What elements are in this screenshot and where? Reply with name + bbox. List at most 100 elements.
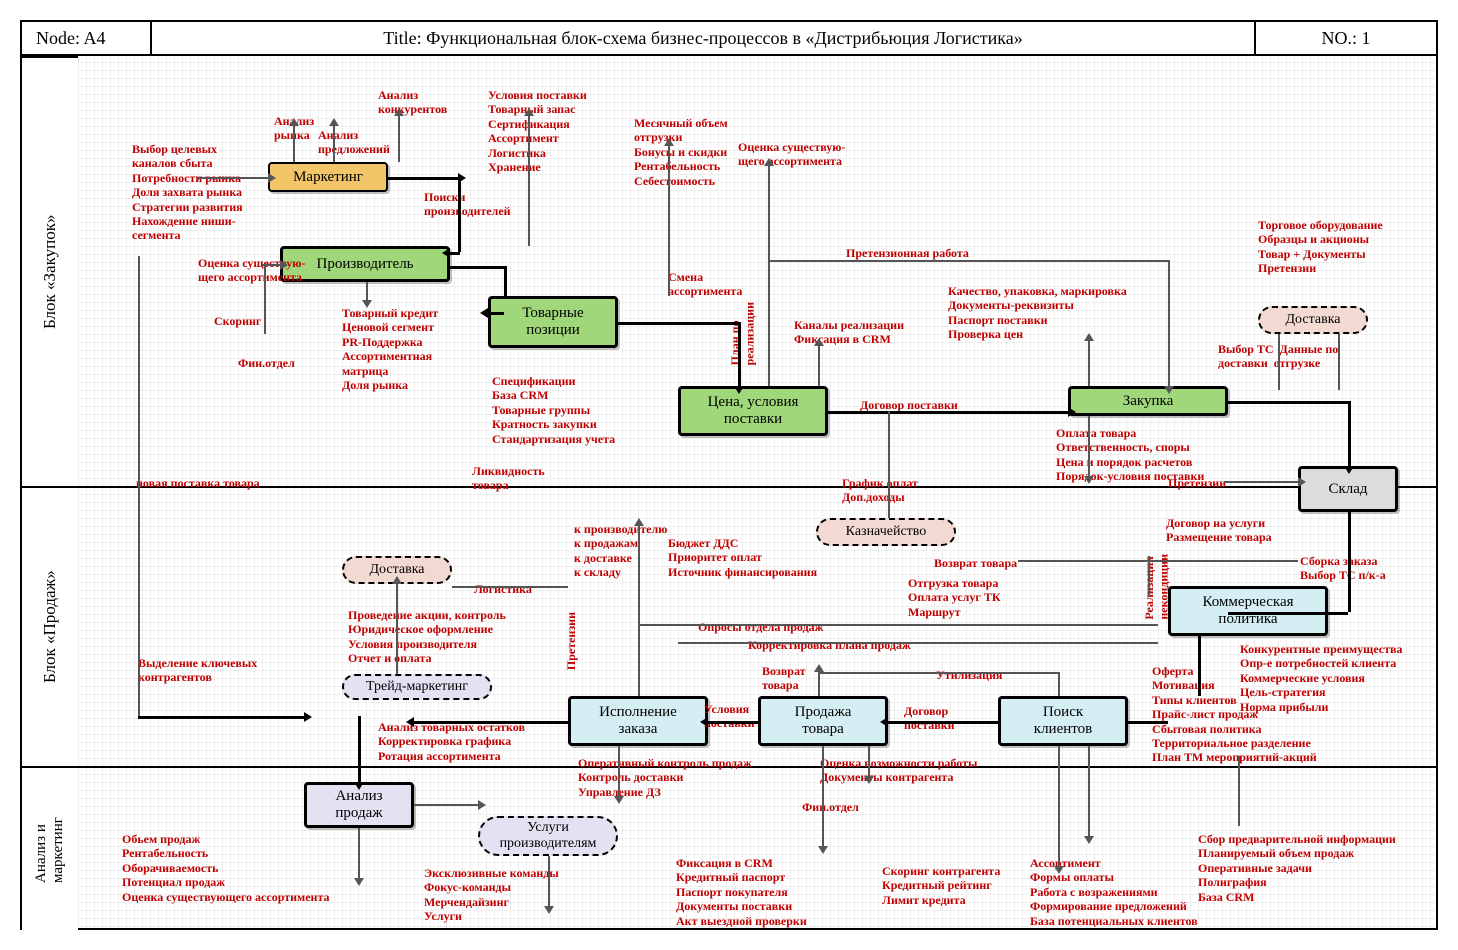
edge [1228,612,1348,615]
arrowhead [700,717,708,727]
edge [264,264,266,334]
node-search: Поиск клиентов [998,696,1128,746]
edge [452,586,568,588]
node-producer: Производитель [280,246,450,282]
label-l_rot: Анализ товарных остатков Корректировка г… [378,720,525,763]
arrowhead [634,518,644,526]
label-l_prod_cond: Условия поставки Товарный запас Сертифик… [488,88,587,174]
edge [768,260,1168,262]
edge [822,746,824,846]
label-l_key_contr: Выделение ключевых контрагентов [138,656,257,685]
label-l_teams: Эксклюзивные команды Фокус-команды Мерче… [424,866,559,924]
header-title: Title: Функциональная блок-схема бизнес-… [152,22,1256,54]
label-l_pay: Оплата товара Ответственность, споры Цен… [1056,426,1204,484]
label-l_actions: Проведение акции, контроль Юридическое о… [348,608,506,666]
edge [388,177,458,180]
label-l_liquid: Ликвидность товара [472,464,545,493]
label-l_plan_corr: Корректировка плана продаж [748,638,911,652]
edge [414,721,568,724]
label-l_new_supply: новая поставка товара [136,476,260,490]
edge [818,346,820,386]
node-sale: Продажа товара [758,696,888,746]
edge [504,266,507,296]
row-labels: Блок «Закупок» Блок «Продаж» Анализ и ма… [22,56,78,928]
edge [1168,260,1170,386]
edge [638,624,1158,626]
label-l_spec: Спецификации База CRM Товарные группы Кр… [492,374,615,446]
edge [678,642,1158,644]
label-l_scoring2: Скоринг [214,314,261,328]
label-l_assort_eval: Оценка существую- щего ассортимента [738,140,845,169]
arrowhead [764,158,774,166]
label-l_pay_sched: График оплат Доп.доходы [842,476,918,505]
arrowhead [544,906,554,914]
edge [333,126,335,162]
edge [458,177,461,252]
edge [1128,721,1168,724]
edge [618,746,620,796]
node-purchase: Закупка [1068,386,1228,416]
label-l_k_prod: к производителю к продажам к доставке к … [574,522,667,580]
label-l_preinfo: Сбор предварительной информации Планируе… [1198,832,1396,904]
row-purchases-label: Блок «Закупок» [22,56,78,486]
canvas: МаркетингПроизводительТоварные позицииЦе… [78,56,1436,928]
edge [488,312,504,315]
node-price: Цена, условия поставки [678,386,828,436]
label-l_logistics: Логистика [474,582,532,596]
arrowhead [289,118,299,126]
label-l_scoring3: Скоринг контрагента Кредитный рейтинг Ли… [882,864,1000,907]
header-node: Node: A4 [22,22,152,54]
edge [414,804,478,806]
arrowhead [354,878,364,886]
arrowhead [1054,866,1064,874]
edge [1348,512,1351,612]
label-l_month: Месячный объем отгрузки Бонусы и скидки … [634,116,728,188]
edge [818,672,1058,674]
arrowhead [818,846,828,854]
label-l_find_prod: Поиски производителей [424,190,511,219]
label-l_pretenz: Претензионная работа [846,246,969,260]
arrowhead [354,782,364,790]
label-l_channels: Каналы реализации Фиксация в CRM [794,318,904,347]
label-l_contract2: Договор поставки [904,704,955,733]
edge [528,116,530,246]
edge [638,526,640,696]
edge [1198,636,1201,696]
arrowhead [304,712,312,722]
edge [366,282,368,300]
label-l_budget: Бюджет ДДС Приоритет оплат Источник фина… [668,536,817,579]
label-l_market_top2: Анализ предложений [318,128,390,157]
label-l_marketing_in: Выбор целевых каналов сбыта Потребности … [132,142,243,243]
arrowhead [864,776,874,784]
arrowhead [329,118,339,126]
label-l_pretenz2: Претензии [1168,476,1226,490]
arrowhead [392,576,402,584]
edge [1278,334,1280,390]
arrowhead [406,717,414,727]
arrowhead [734,386,744,394]
edge [618,322,738,325]
label-l_equip: Торговое оборудование Образцы и акционы … [1258,218,1383,276]
label-l_change_assort: Смена ассортимента [668,270,742,299]
arrowhead [524,108,534,116]
edge [1088,341,1090,386]
arrowhead [1084,836,1094,844]
label-l_return2: Возврат товара [762,664,806,693]
diagram: Node: A4 Title: Функциональная блок-схем… [20,20,1438,930]
edge [1088,416,1090,476]
label-l_util: Утилизация [936,668,1002,682]
node-com_policy: Коммерческая политика [1168,586,1328,636]
edge [138,256,140,716]
node-delivery1: Доставка [1258,306,1368,334]
edge [450,266,504,269]
label-l_vol: Обьем продаж Рентабельность Оборачиваемо… [122,832,330,904]
edge [1058,672,1060,696]
arrowhead [394,108,404,116]
edge [398,116,400,162]
edge [358,716,361,782]
row-analysis-label: Анализ и маркетинг [22,766,78,932]
arrowhead [1084,476,1094,484]
arrowhead [480,308,488,318]
arrowhead [814,664,824,672]
label-l_finotdel2: Фин.отдел [802,800,859,814]
